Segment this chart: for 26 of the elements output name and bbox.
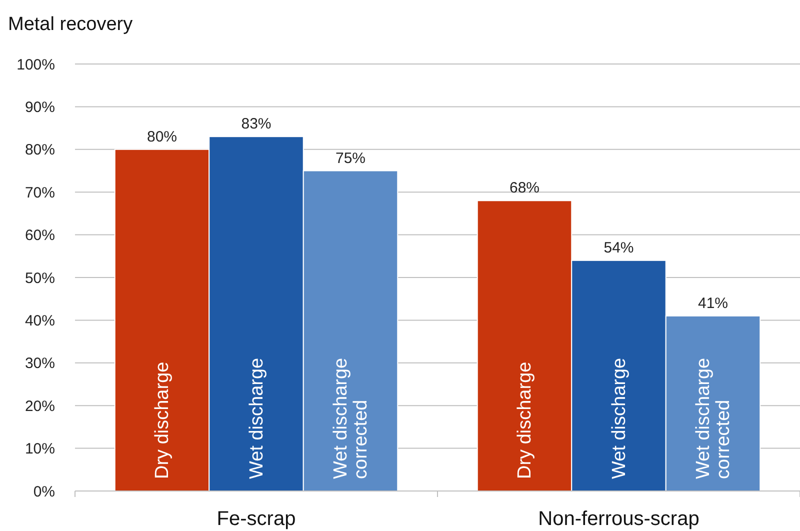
y-tick-label: 40% xyxy=(24,312,55,330)
series-label: Wet discharge corrected xyxy=(330,358,372,479)
x-tick-label: Non-ferrous-scrap xyxy=(538,508,700,530)
data-label: 80% xyxy=(146,128,178,146)
series-label: Dry discharge xyxy=(152,362,173,479)
y-tick-label: 60% xyxy=(24,227,55,244)
data-label: 41% xyxy=(698,294,728,312)
text: Wet discharge xyxy=(608,358,630,479)
data-label: 68% xyxy=(509,180,540,197)
data-label: 75% xyxy=(335,150,366,167)
y-tick-label: 30% xyxy=(24,355,55,372)
y-tick-label: 90% xyxy=(24,98,55,116)
data-label: 83% xyxy=(241,116,272,133)
y-axis-title: Metal recovery xyxy=(8,14,134,35)
series-label: Wet discharge xyxy=(246,358,268,479)
y-tick-label: 70% xyxy=(24,184,55,202)
y-tick-label: 80% xyxy=(24,142,55,159)
y-tick-label: 10% xyxy=(24,440,55,458)
y-tick-label: 0% xyxy=(33,483,55,500)
text: Dry discharge xyxy=(514,362,536,479)
data-label: 54% xyxy=(604,239,634,256)
x-tick-label: Fe-scrap xyxy=(216,508,296,530)
text: Wet discharge corrected xyxy=(693,358,734,479)
y-tick-label: 50% xyxy=(24,270,55,287)
y-tick-label: 100% xyxy=(16,56,55,74)
y-tick-label: 20% xyxy=(24,398,55,415)
